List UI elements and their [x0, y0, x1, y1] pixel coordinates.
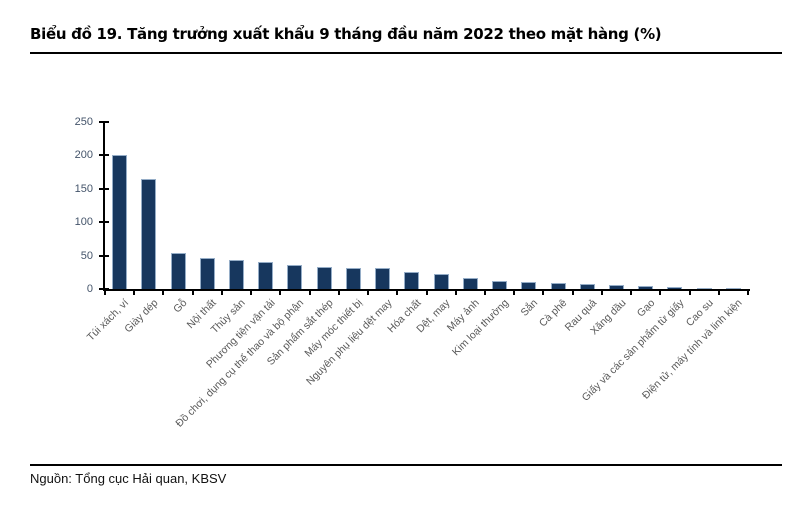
bar: [404, 271, 420, 289]
bar: [229, 260, 245, 289]
x-axis-tick: [454, 291, 457, 295]
y-axis-tick-label: 0: [86, 283, 93, 295]
bar: [696, 287, 712, 289]
x-axis-label-text: Giấy và các sản phẩm từ giấy: [579, 297, 687, 404]
x-axis-tick: [659, 291, 662, 295]
x-axis-tick: [425, 291, 428, 295]
x-axis-line: [103, 289, 750, 291]
bar: [579, 284, 595, 289]
y-axis-tick: [99, 221, 109, 224]
bar: [258, 262, 274, 289]
title-divider: [30, 52, 782, 54]
bar: [492, 280, 508, 289]
x-axis-tick: [308, 291, 311, 295]
bar: [433, 273, 449, 289]
bar: [638, 285, 654, 289]
x-axis-tick: [367, 291, 370, 295]
y-axis-tick: [99, 254, 109, 257]
source-note: Nguồn: Tổng cục Hải quan, KBSV: [30, 471, 227, 486]
y-axis-tick-label: 250: [74, 116, 93, 128]
x-axis-tick: [483, 291, 486, 295]
x-axis-tick: [220, 291, 223, 295]
y-axis-tick-label: 150: [74, 182, 93, 195]
x-axis-tick: [104, 291, 106, 295]
x-axis-label-text: Gỗ: [171, 297, 190, 316]
bar-chart: 0 50 100 150 200 250 Túi xách, ví Giày dép Gỗ Nội…: [74, 116, 750, 430]
chart-title: Biểu đồ 19. Tăng trưởng xuất khẩu 9 thán…: [30, 25, 662, 43]
bar: [521, 282, 537, 289]
bar: [112, 154, 128, 289]
y-axis-tick-label: 200: [74, 149, 93, 162]
y-axis-tick: [99, 154, 109, 157]
x-axis-tick: [630, 291, 633, 295]
x-axis-label-text: Gạo: [634, 297, 658, 320]
y-axis-tick-label: 100: [74, 216, 93, 229]
y-axis-tick: [99, 121, 109, 123]
y-axis-line: [103, 121, 105, 291]
y-axis-tick-label: 50: [80, 249, 93, 262]
bar: [462, 278, 478, 289]
x-axis-tick: [571, 291, 574, 295]
bar: [725, 288, 741, 290]
x-axis-tick: [747, 291, 749, 295]
x-axis-label-text: Túi xách, ví: [84, 297, 132, 344]
x-axis-tick: [513, 291, 516, 295]
x-axis-tick: [717, 291, 720, 295]
x-axis-tick: [250, 291, 253, 295]
y-axis-tick: [99, 187, 109, 190]
bar: [345, 267, 361, 289]
x-axis-tick: [600, 291, 603, 295]
x-axis-tick: [279, 291, 282, 295]
bar: [141, 178, 157, 289]
bar: [667, 286, 683, 289]
bar: [199, 258, 215, 289]
bar: [287, 264, 303, 289]
bar: [170, 252, 186, 289]
x-axis-tick: [542, 291, 545, 295]
footer-divider: [30, 464, 782, 466]
x-axis-tick: [191, 291, 194, 295]
x-axis-tick: [688, 291, 691, 295]
bar: [550, 282, 566, 289]
x-axis-tick: [162, 291, 165, 295]
y-axis-tick: [99, 288, 109, 290]
bar: [316, 266, 332, 289]
x-axis-tick: [133, 291, 136, 295]
x-axis-label-text: Sắn: [518, 297, 541, 319]
x-axis-tick: [337, 291, 340, 295]
x-axis-tick: [396, 291, 399, 295]
bar: [375, 268, 391, 289]
bar: [608, 284, 624, 289]
